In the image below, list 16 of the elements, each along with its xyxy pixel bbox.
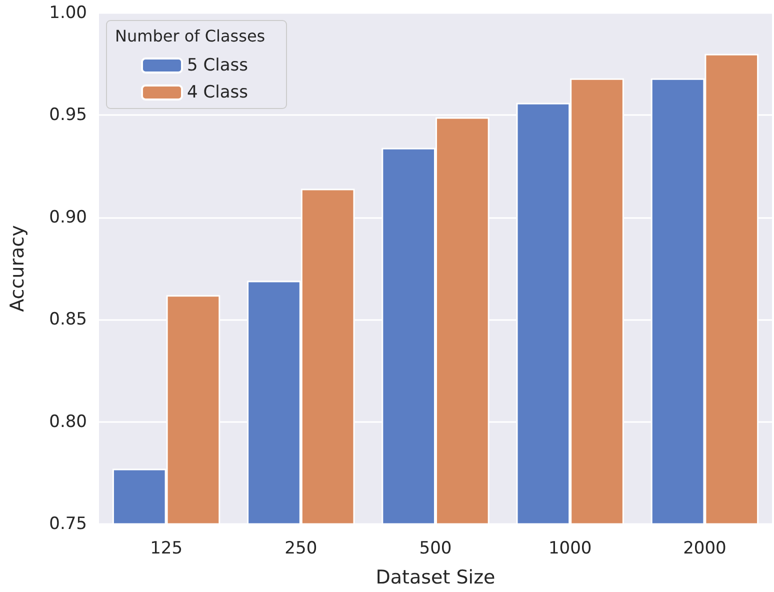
legend-label: 5 Class [187, 56, 248, 76]
x-tick-label: 500 [419, 538, 452, 558]
y-tick-label: 0.80 [49, 412, 87, 432]
x-axis-title: Dataset Size [376, 566, 496, 588]
x-tick-label: 2000 [683, 538, 726, 558]
y-axis-title: Accuracy [6, 225, 28, 312]
x-tick-label: 250 [284, 538, 318, 558]
legend-label: 4 Class [187, 82, 248, 102]
x-tick-label: 1000 [548, 538, 592, 558]
y-tick-label: 0.85 [49, 310, 87, 330]
legend-title: Number of Classes [115, 26, 266, 46]
y-tick-label: 0.95 [49, 105, 87, 126]
y-tick-label: 1.00 [49, 3, 87, 23]
y-tick-label: 0.75 [49, 514, 87, 534]
y-tick-label: 0.90 [49, 207, 87, 228]
x-tick-label: 125 [150, 538, 183, 558]
